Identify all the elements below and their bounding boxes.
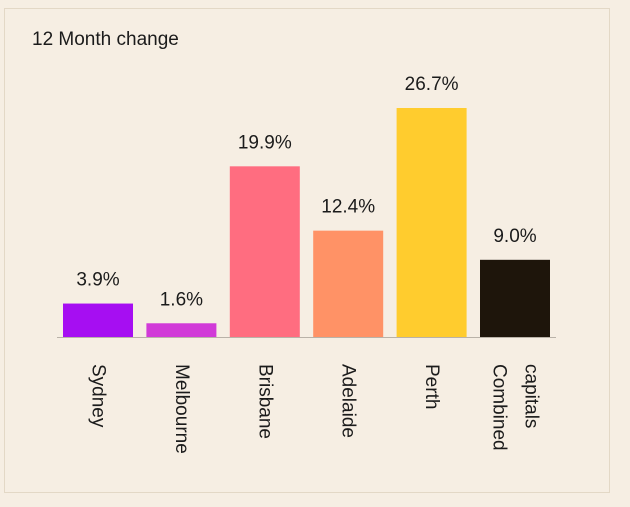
category-label-brisbane: Brisbane [254,364,275,439]
data-label-sydney: 3.9% [76,270,119,291]
category-label-line: Adelaide [338,364,359,438]
data-label-melbourne: 1.6% [160,289,203,310]
bar-sydney [63,303,133,337]
category-label-line: Sydney [88,364,109,428]
category-label-melbourne: Melbourne [171,364,192,454]
data-label-adelaide: 12.4% [321,197,375,218]
category-label-adelaide: Adelaide [338,364,359,438]
category-label-combined-capitals: Combined capitals [489,364,542,451]
category-label-line: capitals [521,364,542,428]
category-label-sydney: Sydney [88,364,109,428]
chart-title: 12 Month change [32,29,179,50]
category-label-line: Combined [489,364,510,451]
bar-perth [396,108,467,337]
data-label-brisbane: 19.9% [238,132,292,153]
category-label-line: Brisbane [254,364,275,439]
category-label-line: Melbourne [171,364,192,454]
data-label-combined-capitals: 9.0% [493,226,536,247]
data-label-perth: 26.7% [405,74,459,95]
category-label-perth: Perth [421,364,442,409]
bar-combined-capitals [480,259,550,337]
category-label-line: Perth [421,364,442,409]
bar-brisbane [229,166,300,337]
chart-card: 12 Month change [4,8,610,493]
bar-adelaide [313,230,384,337]
bar-melbourne [146,323,217,337]
